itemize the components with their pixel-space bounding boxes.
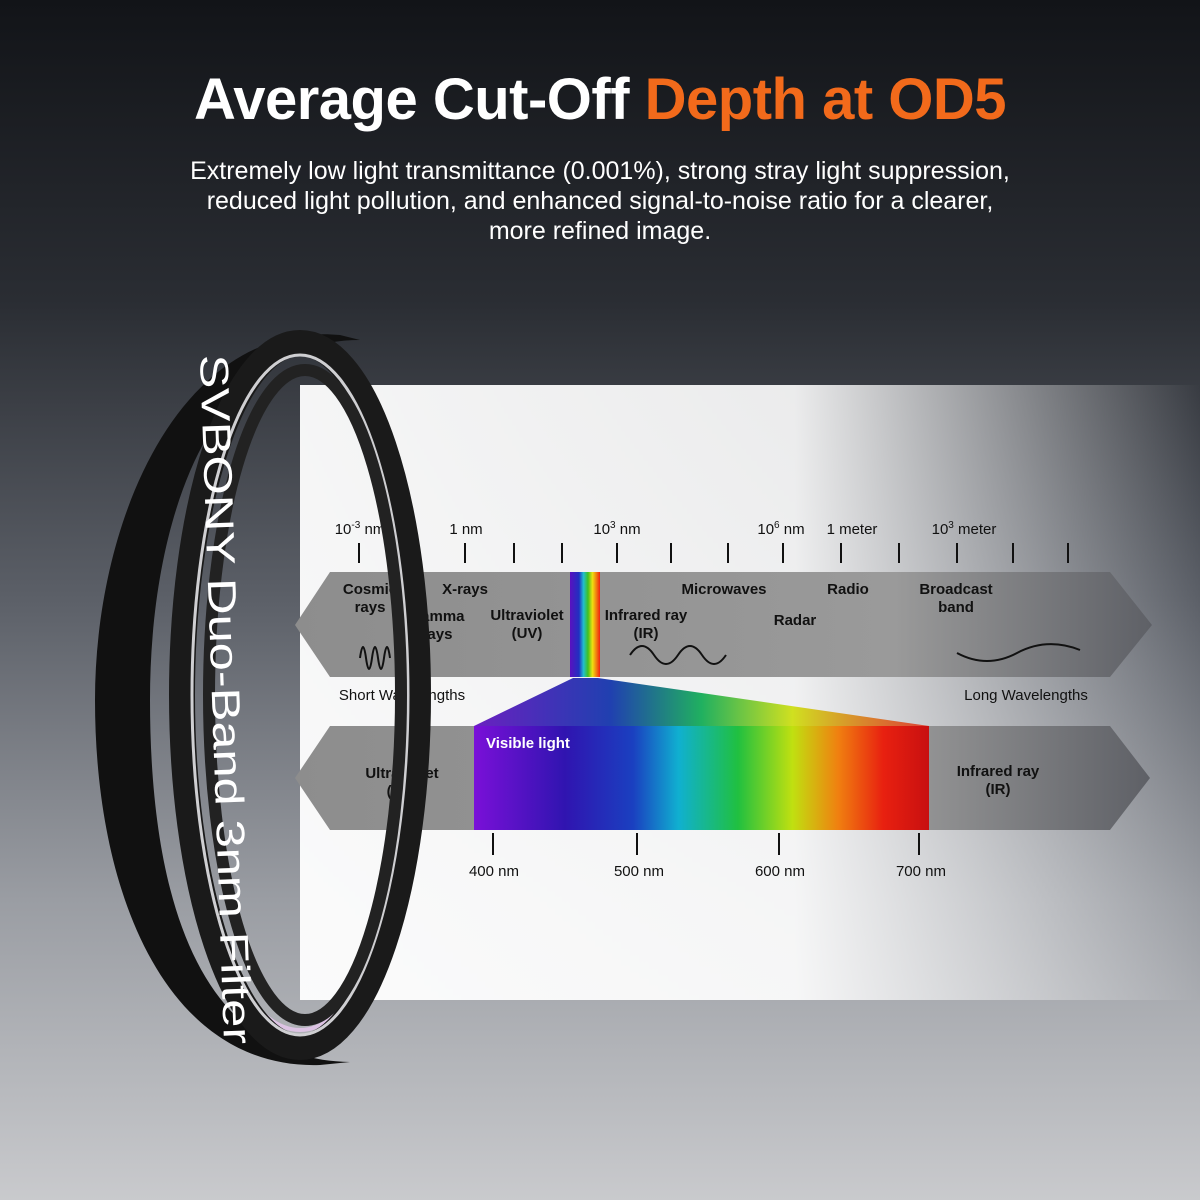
band-radio: Radio bbox=[827, 581, 869, 598]
band-cosmic: Cosmic bbox=[343, 581, 397, 598]
band-xrays: X-rays bbox=[442, 581, 488, 598]
visible-ir-label: (IR) bbox=[986, 781, 1011, 798]
headline: Average Cut-Off Depth at OD5 bbox=[0, 66, 1200, 133]
long-wave-icon bbox=[956, 643, 1081, 662]
subtitle-line: more refined image. bbox=[488, 217, 712, 245]
band-uv: (UV) bbox=[512, 625, 543, 642]
band-ir: Infrared ray bbox=[605, 607, 688, 624]
subtitle-line: Extremely low light transmittance (0.001… bbox=[190, 157, 1010, 185]
band-ir: (IR) bbox=[634, 625, 659, 642]
subtitle: Extremely low light transmittance (0.001… bbox=[100, 156, 1100, 246]
subtitle-line: reduced light pollution, and enhanced si… bbox=[206, 187, 994, 215]
headline-white: Average Cut-Off bbox=[193, 67, 645, 132]
headline-highlight: Depth at OD5 bbox=[644, 67, 1007, 132]
visible-strip bbox=[570, 572, 600, 677]
light-beam bbox=[300, 385, 1200, 1000]
em-spectrum-arrow bbox=[295, 572, 1152, 677]
band-broadcast: Broadcast bbox=[919, 581, 992, 598]
band-uv: Ultraviolet bbox=[490, 607, 563, 624]
spectrum-diagram: 10-3 nm 1 nm 103 nm 106 nm 1 meter 103 m… bbox=[295, 520, 1152, 880]
band-radar: Radar bbox=[774, 612, 817, 629]
visible-light-label: Visible light bbox=[486, 735, 570, 752]
scale-label: 1 nm bbox=[449, 521, 482, 538]
nm-tick-label: 700 nm bbox=[896, 863, 946, 880]
short-wave-icon bbox=[359, 646, 391, 670]
scale-label: 10-3 nm bbox=[335, 520, 386, 538]
band-broadcast: band bbox=[938, 599, 974, 616]
long-wavelengths-label: Long Wavelengths bbox=[964, 687, 1088, 704]
visible-fan bbox=[474, 678, 929, 726]
medium-wave-icon bbox=[629, 645, 727, 665]
nm-tick-label: 600 nm bbox=[755, 863, 805, 880]
visible-spectrum bbox=[474, 726, 929, 830]
scale-label: 103 meter bbox=[932, 520, 997, 538]
nm-tick-label: 400 nm bbox=[469, 863, 519, 880]
scale-label: 103 nm bbox=[593, 520, 640, 538]
nm-tick-label: 500 nm bbox=[614, 863, 664, 880]
visible-ir-label: Infrared ray bbox=[957, 763, 1040, 780]
band-cosmic: rays bbox=[355, 599, 386, 616]
filter-brand-text: SVBONY Duo-Band 3nm Filter bbox=[191, 354, 259, 1045]
scale-label: 106 nm bbox=[757, 520, 804, 538]
nm-ticks bbox=[492, 833, 920, 855]
band-microwaves: Microwaves bbox=[681, 581, 766, 598]
scale-label: 1 meter bbox=[827, 521, 878, 538]
